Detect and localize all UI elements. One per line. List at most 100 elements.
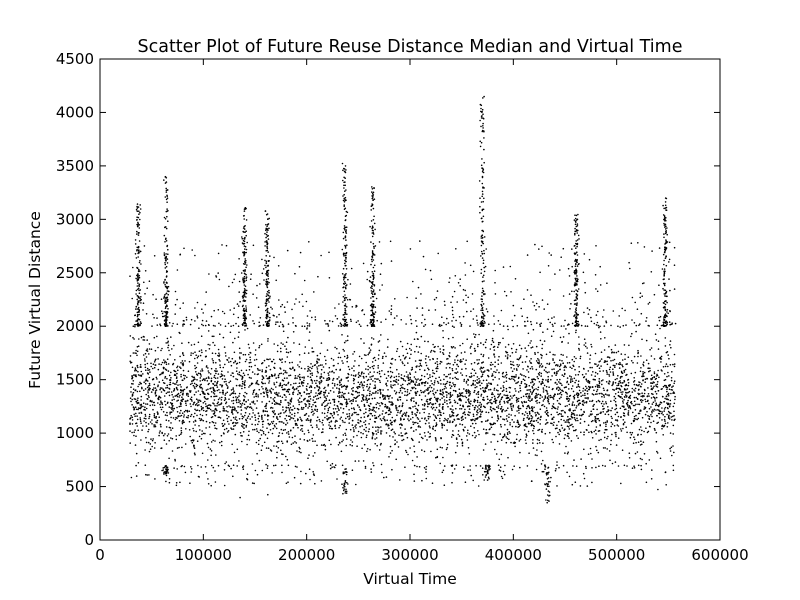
data-point [379, 388, 382, 391]
data-point [561, 360, 563, 362]
data-point [659, 315, 662, 318]
data-point [181, 422, 184, 425]
data-point [167, 346, 169, 349]
data-point [401, 392, 404, 394]
data-point [488, 370, 490, 372]
data-point [656, 404, 659, 407]
data-point [611, 462, 614, 465]
data-point [375, 406, 378, 409]
data-point [469, 403, 472, 405]
data-point [248, 439, 251, 441]
data-point [528, 389, 530, 391]
data-point [347, 376, 349, 379]
data-point [299, 438, 302, 440]
data-point [390, 380, 392, 383]
data-point [316, 416, 319, 419]
data-point [185, 402, 187, 405]
data-point [482, 379, 485, 382]
data-point [519, 384, 521, 387]
data-point [273, 374, 276, 377]
data-point [342, 395, 345, 398]
data-point [268, 400, 271, 403]
data-point [653, 372, 656, 375]
data-point [492, 363, 494, 366]
data-point [530, 362, 533, 364]
data-point [620, 428, 622, 430]
data-point [423, 391, 425, 394]
data-point [411, 397, 413, 400]
data-point [137, 370, 139, 373]
data-point [625, 402, 628, 405]
data-point [571, 423, 573, 426]
data-point [423, 375, 426, 378]
data-point [498, 371, 500, 374]
data-point [241, 435, 243, 437]
data-point [473, 361, 476, 364]
data-point [412, 380, 414, 382]
data-point [616, 411, 619, 414]
data-point [169, 383, 172, 386]
data-point [237, 399, 240, 401]
data-point [653, 396, 656, 399]
data-point [244, 391, 246, 394]
data-point [354, 397, 357, 400]
data-point [494, 422, 497, 425]
data-point [272, 420, 275, 423]
data-point [556, 408, 559, 410]
data-point [154, 390, 157, 392]
data-point [511, 378, 513, 380]
data-point [651, 382, 654, 385]
data-point [644, 398, 646, 401]
data-point [304, 403, 306, 405]
data-point [583, 338, 586, 341]
data-point [167, 344, 170, 347]
data-point [461, 444, 464, 447]
data-point [567, 419, 570, 421]
data-point [216, 370, 218, 372]
data-point [190, 352, 192, 354]
data-point [236, 362, 239, 365]
data-point [605, 402, 608, 405]
data-point [244, 386, 246, 389]
data-point [260, 415, 263, 418]
data-point [534, 395, 537, 397]
data-point [464, 363, 466, 365]
data-point [379, 393, 382, 395]
data-point [447, 373, 450, 376]
data-point [352, 427, 355, 429]
data-point [390, 358, 393, 360]
data-point [428, 413, 430, 415]
data-point [573, 356, 576, 358]
data-point [232, 413, 234, 415]
data-point [217, 380, 219, 383]
data-point [374, 392, 377, 394]
data-point [585, 378, 588, 381]
data-point [301, 424, 304, 427]
data-point [491, 423, 493, 426]
data-point [198, 399, 201, 402]
data-point [401, 405, 404, 408]
data-point [271, 402, 274, 405]
data-point [641, 429, 643, 432]
data-point [343, 341, 346, 344]
data-point [514, 445, 516, 448]
data-point [511, 409, 513, 412]
data-point [224, 398, 227, 400]
data-point [379, 418, 382, 420]
data-point [319, 392, 322, 395]
data-point [435, 417, 438, 420]
data-point [454, 390, 457, 392]
data-point [572, 390, 575, 393]
data-point [642, 372, 644, 375]
data-point [634, 404, 636, 407]
data-point [219, 441, 221, 444]
data-point [531, 378, 533, 381]
data-point [645, 462, 647, 465]
data-point [671, 386, 673, 388]
data-point [346, 360, 349, 363]
data-point [321, 421, 324, 424]
data-point [343, 396, 345, 399]
data-point [154, 391, 157, 394]
data-point [512, 395, 515, 397]
data-point [162, 411, 165, 413]
